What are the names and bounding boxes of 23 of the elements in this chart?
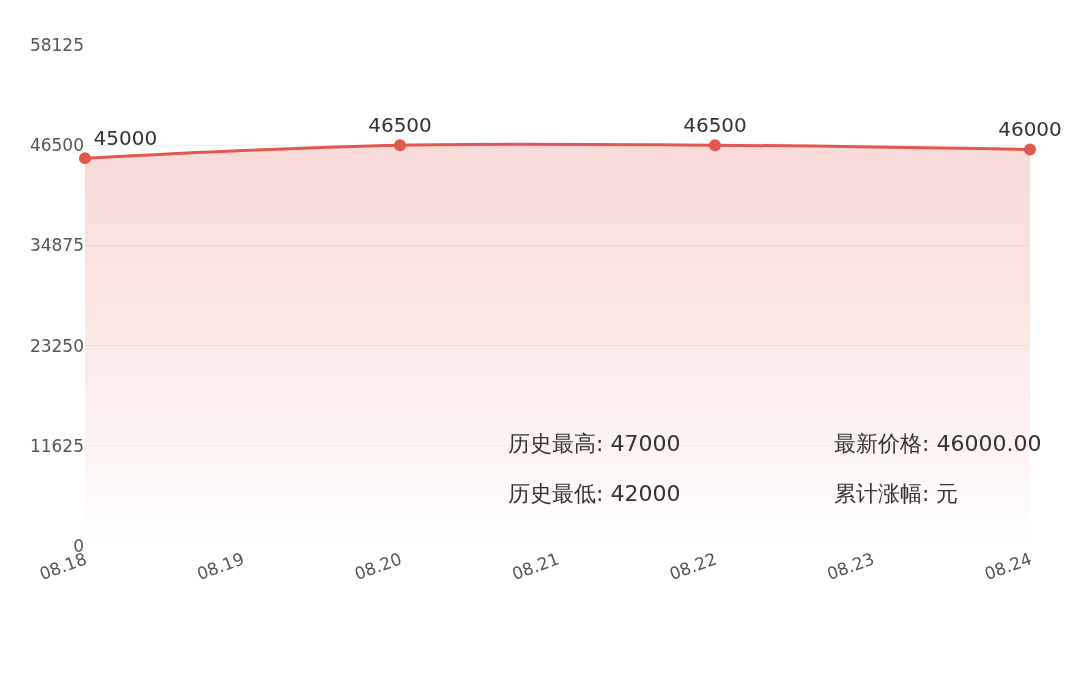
annotation: 历史最高: 47000 [508, 431, 681, 456]
point [79, 152, 91, 165]
y-tick-label: 58125 [29, 34, 84, 55]
annotation: 累计涨幅: 元 [834, 481, 959, 506]
y-tick-label: 34875 [29, 235, 84, 256]
annotation: 历史最低: 42000 [508, 481, 681, 506]
point [709, 139, 721, 152]
data-label: 46500 [368, 112, 432, 137]
y-tick-label: 11625 [29, 435, 84, 456]
x-tick-label: 08.24 [981, 548, 1035, 584]
x-tick-label: 08.20 [351, 548, 405, 584]
annotation: 最新价格: 46000.00 [834, 431, 1042, 456]
x-tick-label: 08.21 [509, 548, 562, 584]
x-tick-label: 08.19 [194, 548, 247, 584]
y-tick-label: 23250 [29, 335, 84, 356]
data-label: 45000 [93, 125, 158, 150]
point [394, 139, 406, 152]
x-tick-label: 08.22 [666, 548, 720, 584]
x-tick-label: 08.23 [824, 548, 877, 584]
point [1024, 143, 1036, 156]
data-label: 46500 [683, 112, 747, 137]
y-tick-label: 46500 [29, 135, 84, 156]
data-label: 46000 [998, 117, 1062, 142]
